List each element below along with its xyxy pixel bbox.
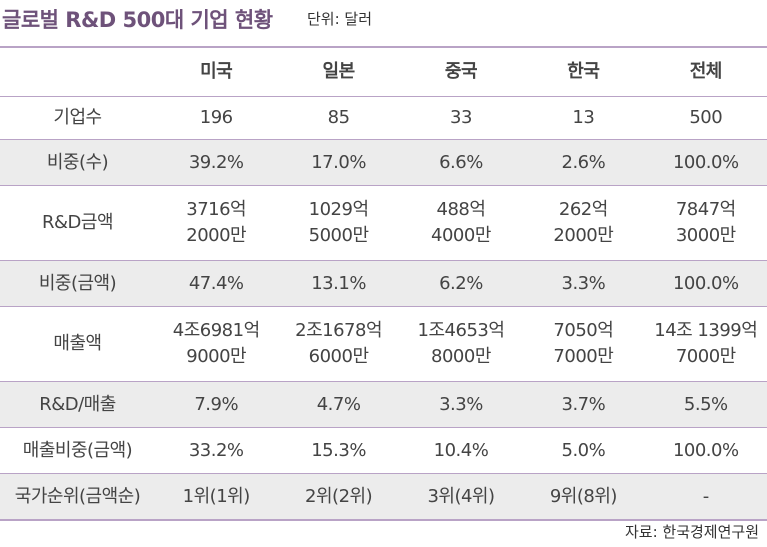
source-note: 자료: 한국경제연구원 [624,523,759,541]
table-cell: 33.2% [155,427,278,474]
table-cell: 17.0% [277,139,400,186]
cell-line: 7000만 [675,346,736,367]
table-cell: 100.0% [644,260,767,307]
table-cell: 196 [155,96,278,140]
row-label: R&D/매출 [0,381,155,428]
table-cell: 2.6% [522,139,645,186]
table-row: R&D/매출 7.9% 4.7% 3.3% 3.7% 5.5% [0,381,767,428]
cell-line: 3716억 [186,199,247,220]
table-cell: 7.9% [155,381,278,428]
table-row: R&D금액 3716억 2000만 1029억 5000만 488억 4000만 26… [0,185,767,261]
cell-line: 488억 [436,199,486,220]
table-cell: 39.2% [155,139,278,186]
table-cell: 13 [522,96,645,140]
table-cell: 1조4653억 8000만 [399,306,523,382]
table-cell: 85 [277,96,400,140]
table-cell: 100.0% [644,139,767,186]
cell-line: 2000만 [186,225,247,246]
cell-line: 1029억 [308,199,369,220]
table-cell: 488억 4000만 [399,185,523,261]
cell-line: 2000만 [553,225,614,246]
cell-line: 6000만 [308,346,369,367]
table-cell: 500 [644,96,767,140]
table-cell: - [644,473,767,521]
table-cell: 13.1% [277,260,400,307]
header-cell-japan: 일본 [277,48,400,97]
table-cell: 1위(1위) [155,473,278,521]
table-cell: 14조 1399억 7000만 [644,306,767,382]
table-cell: 15.3% [277,427,400,474]
row-label: 기업수 [0,96,155,140]
table-cell: 3.7% [522,381,645,428]
table-row: 국가순위(금액순) 1위(1위) 2위(2위) 3위(4위) 9위(8위) - [0,473,767,521]
unit-label: 단위: 달러 [307,10,373,28]
table-cell: 2조1678억 6000만 [277,306,400,382]
cell-line: 262억 [558,199,608,220]
table-row: 매출액 4조6981억 9000만 2조1678억 6000만 1조4653억 800… [0,306,767,382]
page-title: 글로벌 R&D 500대 기업 현황 [2,8,273,32]
table-row: 비중(금액) 47.4% 13.1% 6.2% 3.3% 100.0% [0,260,767,307]
table-cell: 262억 2000만 [522,185,645,261]
header-cell-total: 전체 [644,48,767,97]
cell-line: 7050억 [553,320,614,341]
table-cell: 47.4% [155,260,278,307]
table-cell: 5.5% [644,381,767,428]
cell-line: 1조4653억 [417,320,505,341]
top-divider [0,46,767,48]
table-cell: 6.2% [399,260,523,307]
table-cell: 1029억 5000만 [277,185,400,261]
table-cell: 3716억 2000만 [155,185,278,261]
cell-line: 9000만 [186,346,247,367]
table-row: 매출비중(금액) 33.2% 15.3% 10.4% 5.0% 100.0% [0,427,767,474]
row-label: 국가순위(금액순) [0,473,155,521]
table-cell: 100.0% [644,427,767,474]
data-table: 미국 일본 중국 한국 전체 기업수 196 85 33 13 500 비중(수… [0,48,767,521]
cell-line: 7000만 [553,346,614,367]
table-cell: 7050억 7000만 [522,306,645,382]
table-cell: 5.0% [522,427,645,474]
table-cell: 3위(4위) [399,473,523,521]
table-row: 비중(수) 39.2% 17.0% 6.6% 2.6% 100.0% [0,139,767,186]
cell-line: 5000만 [308,225,369,246]
cell-line: 2조1678억 [295,320,383,341]
cell-line: 8000만 [431,346,491,367]
header-row: 미국 일본 중국 한국 전체 [0,48,767,97]
cell-line: 14조 1399억 [654,320,758,341]
table-cell: 3.3% [522,260,645,307]
header-cell-china: 중국 [399,48,523,97]
table-cell: 4조6981억 9000만 [155,306,278,382]
table-cell: 33 [399,96,523,140]
cell-line: 4000만 [431,225,491,246]
table-row: 기업수 196 85 33 13 500 [0,96,767,140]
header-cell-corner [0,48,155,97]
header-cell-korea: 한국 [522,48,645,97]
row-label: 비중(금액) [0,260,155,307]
row-label: 매출액 [0,306,155,382]
row-label: 비중(수) [0,139,155,186]
row-label: R&D금액 [0,185,155,261]
table-cell: 10.4% [399,427,523,474]
header: 글로벌 R&D 500대 기업 현황 단위: 달러 [0,0,767,40]
cell-line: 7847억 [675,199,736,220]
table-cell: 2위(2위) [277,473,400,521]
table-cell: 9위(8위) [522,473,645,521]
row-label: 매출비중(금액) [0,427,155,474]
table-cell: 6.6% [399,139,523,186]
table-cell: 7847억 3000만 [644,185,767,261]
cell-line: 4조6981억 [172,320,260,341]
cell-line: 3000만 [675,225,736,246]
table-cell: 4.7% [277,381,400,428]
header-cell-usa: 미국 [155,48,278,97]
table-cell: 3.3% [399,381,523,428]
